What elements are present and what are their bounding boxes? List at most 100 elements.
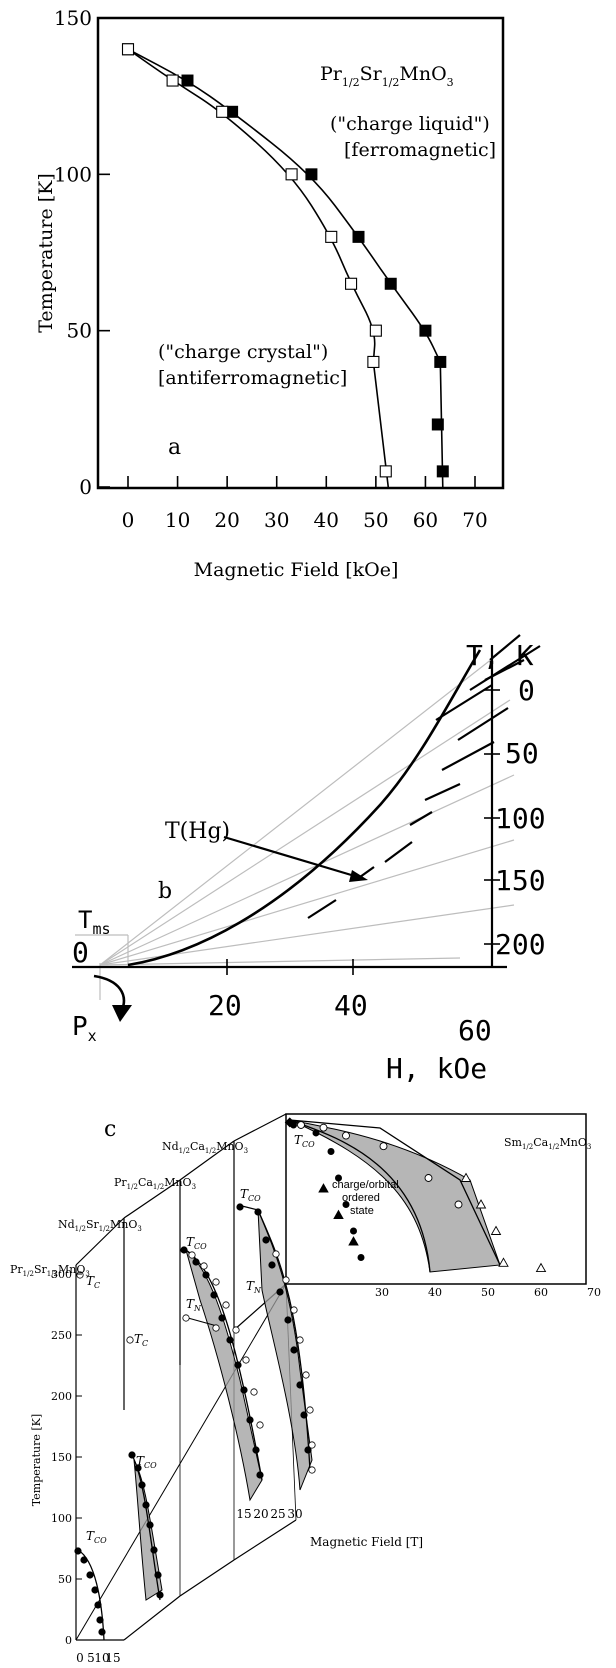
panel-a-open-square-7 bbox=[367, 355, 380, 368]
panel-c-nd-sr-region bbox=[133, 1459, 163, 1601]
panel-c-pr-ca-region bbox=[185, 1248, 263, 1502]
panel-b-curve-label: T(Hg) bbox=[165, 819, 230, 844]
panel-c-nd-ca-marker-8 bbox=[300, 1411, 308, 1419]
compound-label-pr-ca: Pr1/2Ca1/2MnO3 bbox=[114, 1176, 196, 1191]
panel-c-nd-sr-marker-4 bbox=[146, 1521, 154, 1529]
panel-b-px-label: Px bbox=[72, 1012, 97, 1045]
panel-c-nd-sr-marker-6 bbox=[154, 1571, 162, 1579]
panel-c-nd-sr-marker-5 bbox=[150, 1546, 158, 1554]
panel-c-ytick-label-1: 50 bbox=[58, 1573, 72, 1586]
panel-a-filled-square-6 bbox=[419, 324, 432, 337]
panel-a-filled-square-8 bbox=[431, 418, 444, 431]
panel-a-ytick-label-3: 150 bbox=[54, 6, 92, 30]
panel-c-front-xtick-3: 15 bbox=[105, 1651, 120, 1665]
panel-c-sm-open-1 bbox=[319, 1123, 328, 1132]
panel-b-ytick-50: 50 bbox=[505, 737, 539, 770]
panel-c-pr-ca-open-marker-7 bbox=[256, 1421, 264, 1429]
compound-label-pr-sr: Pr1/2Sr1/2MnO3 bbox=[10, 1263, 90, 1278]
panel-a-x-axis-label: Magnetic Field [kOe] bbox=[194, 559, 399, 581]
panel-b-xtick-20: 20 bbox=[208, 989, 242, 1022]
panel-c-pr-sr-marker-2 bbox=[86, 1571, 94, 1579]
panel-a-filled-square-2 bbox=[226, 105, 239, 118]
panel-c-back-xtick-3: 60 bbox=[534, 1286, 548, 1299]
panel-c-mid-xtick-1: 20 bbox=[253, 1507, 268, 1521]
panel-c-pr-ca-marker-5 bbox=[226, 1336, 234, 1344]
region-label-antiferromagnetic: [antiferromagnetic] bbox=[158, 367, 347, 389]
panel-c-nd-ca-open-marker-5 bbox=[306, 1406, 314, 1414]
panel-c-y-axis-label: Temperature [K] bbox=[30, 1414, 43, 1506]
panel-c-nd-sr-marker-7 bbox=[156, 1591, 164, 1599]
panel-c-back-xtick-1: 40 bbox=[428, 1286, 442, 1299]
panel-b-px-arrow-head bbox=[112, 1005, 132, 1022]
panel-c-pr-ca-tn-marker-1 bbox=[212, 1324, 220, 1332]
panel-c-pr-ca-open-marker-4 bbox=[232, 1326, 240, 1334]
panel-b-origin-label: 0 bbox=[72, 936, 89, 969]
panel-c-nd-ca-marker-0 bbox=[236, 1203, 244, 1211]
compound-label-nd-ca: Nd1/2Ca1/2MnO3 bbox=[162, 1140, 248, 1155]
panel-c-pr-ca-open-marker-6 bbox=[250, 1388, 258, 1396]
compound-label-nd-sr: Nd1/2Sr1/2MnO3 bbox=[58, 1218, 142, 1233]
panel-c-sm-triangle-6 bbox=[333, 1209, 344, 1220]
panel-c-nd-ca-marker-2 bbox=[262, 1236, 270, 1244]
panel-c-pr-sr-tc-marker-0 bbox=[76, 1271, 84, 1279]
panel-c-pr-ca-marker-3 bbox=[210, 1291, 218, 1299]
panel-c-nd-sr-marker-2 bbox=[138, 1481, 146, 1489]
panel-c-nd-ca-open-marker-0 bbox=[272, 1250, 280, 1258]
panel-c-sm-filled-3 bbox=[335, 1174, 342, 1182]
panel-b-xtick-60: 60 bbox=[458, 1014, 492, 1047]
panel-b-x-axis-label: H, kOe bbox=[386, 1052, 487, 1085]
panel-c-pr-ca-open-marker-3 bbox=[222, 1301, 230, 1309]
panel-c-sm-filled-5 bbox=[350, 1227, 357, 1235]
panel-c-nd-ca-open-marker-4 bbox=[302, 1371, 310, 1379]
region-label-charge-liquid: ("charge liquid") bbox=[330, 113, 490, 135]
panel-b-tms-label: Tms bbox=[78, 906, 111, 938]
panel-c-pr-ca-marker-9 bbox=[252, 1446, 260, 1454]
panel-c-pr-ca-marker-7 bbox=[240, 1386, 248, 1394]
panel-b-chart: T, K 0 50 100 150 200 20 40 60 H, kOe 0 … bbox=[72, 634, 546, 1085]
panel-c-pr-sr-marker-3 bbox=[91, 1586, 99, 1594]
panel-c-pr-ca-marker-1 bbox=[192, 1258, 200, 1266]
panel-b-arrow-head bbox=[349, 870, 368, 882]
panel-a-curve-charge-liquid bbox=[127, 48, 444, 488]
panel-a-chart: 0 50 100 150 0 10 20 30 40 50 60 70 Pr1/2Sr1/2MnO3… bbox=[35, 6, 505, 581]
panel-c-nd-ca-marker-9 bbox=[304, 1446, 312, 1454]
panel-c-pr-ca-marker-4 bbox=[218, 1314, 226, 1322]
panel-c-nd-sr-marker-3 bbox=[142, 1501, 150, 1509]
panel-a-filled-square-7 bbox=[434, 355, 447, 368]
panel-a-open-square-0 bbox=[121, 43, 135, 56]
panel-a-open-square-3 bbox=[285, 168, 298, 181]
panel-c-pr-sr-boundary bbox=[77, 1549, 105, 1641]
panel-c-sm-filled-boundary bbox=[289, 1119, 431, 1273]
panel-c-sm-triangle-3 bbox=[498, 1257, 509, 1267]
panel-c-sm-markers bbox=[284, 1117, 547, 1273]
panel-c-pr-sr-marker-5 bbox=[96, 1616, 104, 1624]
panel-a-y-axis-label: Temperature [K] bbox=[35, 173, 57, 333]
panel-c-nd-ca-marker-1 bbox=[254, 1208, 262, 1216]
panel-a-open-square-5 bbox=[345, 277, 358, 290]
center-label-line-3: state bbox=[350, 1205, 374, 1217]
panel-c-nd-ca-marker-7 bbox=[296, 1381, 304, 1389]
panel-c-nd-ca-open-marker-3 bbox=[296, 1336, 304, 1344]
tn-label-nd-ca: TN bbox=[246, 1279, 262, 1295]
panel-c-sm-triangle-2 bbox=[490, 1225, 502, 1235]
panel-c-ytick-label-4: 200 bbox=[51, 1390, 72, 1403]
panel-c-sm-filled-1 bbox=[312, 1129, 320, 1137]
panel-c-sm-triangle-7 bbox=[348, 1236, 359, 1246]
panel-c-nd-ca-region bbox=[257, 1209, 313, 1491]
panel-a-filled-square-9 bbox=[436, 465, 449, 478]
panel-b-ytick-200: 200 bbox=[495, 928, 546, 961]
tco-label-pr-sr: TCO bbox=[86, 1529, 107, 1545]
panel-c-sm-filled-0 bbox=[290, 1121, 297, 1129]
panel-c-chart: c Pr1/2Sr1/2MnO3 Nd1/2Sr1/2MnO3 Pr1/2Ca1… bbox=[10, 1113, 601, 1665]
panel-c-nd-ca-marker-5 bbox=[284, 1316, 292, 1324]
panel-b-ytick-0: 0 bbox=[518, 674, 535, 707]
panel-c-pr-ca-marker-10 bbox=[256, 1471, 264, 1479]
panel-c-back-xtick-0: 30 bbox=[375, 1286, 389, 1299]
panel-a-ytick-label-0: 0 bbox=[79, 475, 92, 499]
panel-c-nd-ca-open-marker-1 bbox=[282, 1276, 290, 1284]
panel-c-back-xtick-4: 70 bbox=[587, 1286, 601, 1299]
panel-a-ytick-label-2: 100 bbox=[54, 162, 92, 186]
panel-c-ytick-label-0: 0 bbox=[65, 1634, 72, 1647]
panel-a-filled-square-5 bbox=[384, 277, 397, 290]
